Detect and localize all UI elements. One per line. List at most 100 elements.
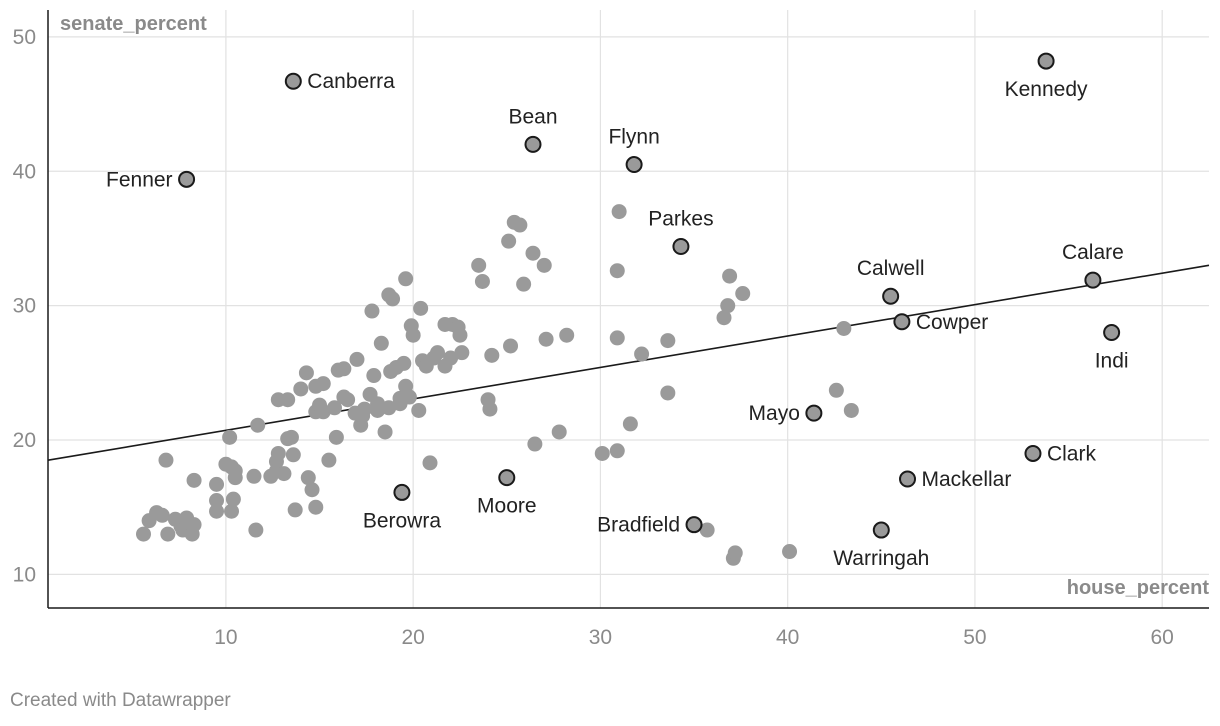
scatter-point [370, 402, 386, 418]
scatter-point [551, 424, 567, 440]
scatter-point [735, 286, 751, 302]
x-tick-label: 20 [401, 626, 424, 649]
x-tick-label: 40 [776, 626, 799, 649]
scatter-point [609, 263, 625, 279]
scatter-point [298, 365, 314, 381]
scatter-point [300, 470, 316, 486]
labeled-point [685, 516, 703, 534]
point-label: Indi [1095, 350, 1129, 373]
trendline [47, 264, 1210, 461]
point-label: Bean [508, 105, 557, 128]
scatter-point [512, 217, 528, 233]
scatter-point [727, 545, 743, 561]
scatter-point [248, 522, 264, 538]
scatter-point [536, 257, 552, 273]
scatter-point [336, 361, 352, 377]
scatter-point [227, 470, 243, 486]
scatter-point [209, 492, 225, 508]
scatter-point [224, 503, 240, 519]
scatter-point [716, 310, 732, 326]
scatter-point [270, 445, 286, 461]
x-tick-label: 30 [589, 626, 612, 649]
scatter-point [516, 276, 532, 292]
scatter-point [225, 491, 241, 507]
scatter-point [559, 327, 575, 343]
labeled-point [893, 313, 911, 331]
point-labels: Canberra Fenner Bean Flynn Kennedy Parkes Calw… [106, 70, 1129, 570]
scatter-point [429, 345, 445, 361]
scatter-point [538, 331, 554, 347]
scatter-point [660, 385, 676, 401]
labeled-point [805, 404, 823, 422]
point-label: Parkes [648, 208, 713, 231]
scatter-point [184, 526, 200, 542]
footer-credit: Created with Datawrapper [10, 690, 231, 711]
scatter-point [484, 347, 500, 363]
labeled-point [882, 287, 900, 305]
labeled-point [498, 469, 516, 487]
scatter-point [160, 526, 176, 542]
scatter-point [349, 351, 365, 367]
scatter-point [366, 368, 382, 384]
scatter-point [158, 452, 174, 468]
scatter-point [411, 402, 427, 418]
data-points [136, 52, 1121, 566]
scatter-point [836, 320, 852, 336]
scatter-point [503, 338, 519, 354]
scatter-point [828, 382, 844, 398]
scatter-point [250, 417, 266, 433]
scatter-point [454, 345, 470, 361]
scatter-point [373, 335, 389, 351]
scatter-point [293, 381, 309, 397]
point-label: Berowra [363, 509, 442, 532]
scatter-point [315, 376, 331, 392]
scatter-point [308, 499, 324, 515]
labeled-point [1103, 324, 1121, 342]
scatter-point [304, 482, 320, 498]
labeled-point [1024, 444, 1042, 462]
labeled-point [899, 470, 917, 488]
x-axis-title: house_percent [1067, 577, 1210, 599]
scatter-point [482, 401, 498, 417]
point-label: Mayo [749, 402, 800, 425]
point-label: Mackellar [922, 468, 1012, 491]
labeled-point [672, 238, 690, 256]
y-tick-label: 20 [13, 429, 36, 452]
x-tick-label: 10 [214, 626, 237, 649]
labeled-point [625, 156, 643, 174]
scatter-point [609, 330, 625, 346]
scatter-point [401, 389, 417, 405]
scatter-point [501, 233, 517, 249]
scatter-point [634, 346, 650, 362]
scatter-point [209, 503, 225, 519]
scatter-point [699, 522, 715, 538]
scatter-point [527, 436, 543, 452]
point-label: Fenner [106, 168, 173, 191]
scatter-point [422, 455, 438, 471]
scatter-point [443, 350, 459, 366]
scatter-point [246, 468, 262, 484]
y-tick-label: 50 [13, 26, 36, 49]
scatter-point [722, 268, 738, 284]
scatter-point [276, 466, 292, 482]
scatter-point [209, 476, 225, 492]
labeled-point [393, 483, 411, 501]
labeled-point [872, 521, 890, 539]
point-label: Calare [1062, 241, 1124, 264]
point-label: Cowper [916, 311, 988, 334]
scatter-point [525, 245, 541, 261]
y-tick-label: 40 [13, 160, 36, 183]
x-tick-label: 50 [963, 626, 986, 649]
scatter-point [474, 273, 490, 289]
scatter-point [136, 526, 152, 542]
labeled-point [178, 170, 196, 188]
scatter-point [356, 401, 372, 417]
scatter-point [377, 424, 393, 440]
y-tick-label: 10 [13, 563, 36, 586]
labeled-point [1084, 271, 1102, 289]
scatter-point [287, 502, 303, 518]
trend-line [47, 264, 1210, 461]
scatter-point [720, 298, 736, 314]
labeled-point [524, 135, 542, 153]
scatter-point [385, 291, 401, 307]
